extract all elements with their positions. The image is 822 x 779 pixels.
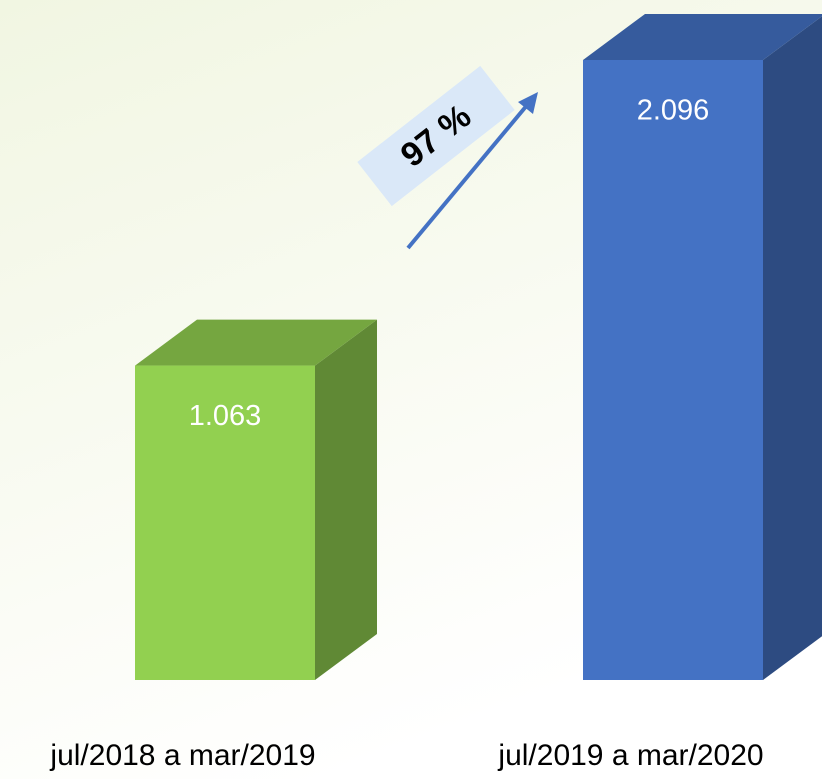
bar-side [763, 16, 822, 680]
x-tick-label: jul/2019 a mar/2020 [497, 739, 763, 772]
value-label: 2.096 [637, 95, 710, 127]
bar-top [135, 319, 377, 366]
arrow-head [518, 92, 538, 114]
bar-side [315, 319, 377, 680]
x-tick-label: jul/2018 a mar/2019 [49, 739, 315, 772]
bar-top [583, 14, 822, 60]
value-label: 1.063 [189, 400, 262, 432]
annotation-box [357, 65, 515, 207]
bar [135, 365, 315, 680]
arrow [406, 102, 530, 250]
bar [583, 60, 763, 680]
